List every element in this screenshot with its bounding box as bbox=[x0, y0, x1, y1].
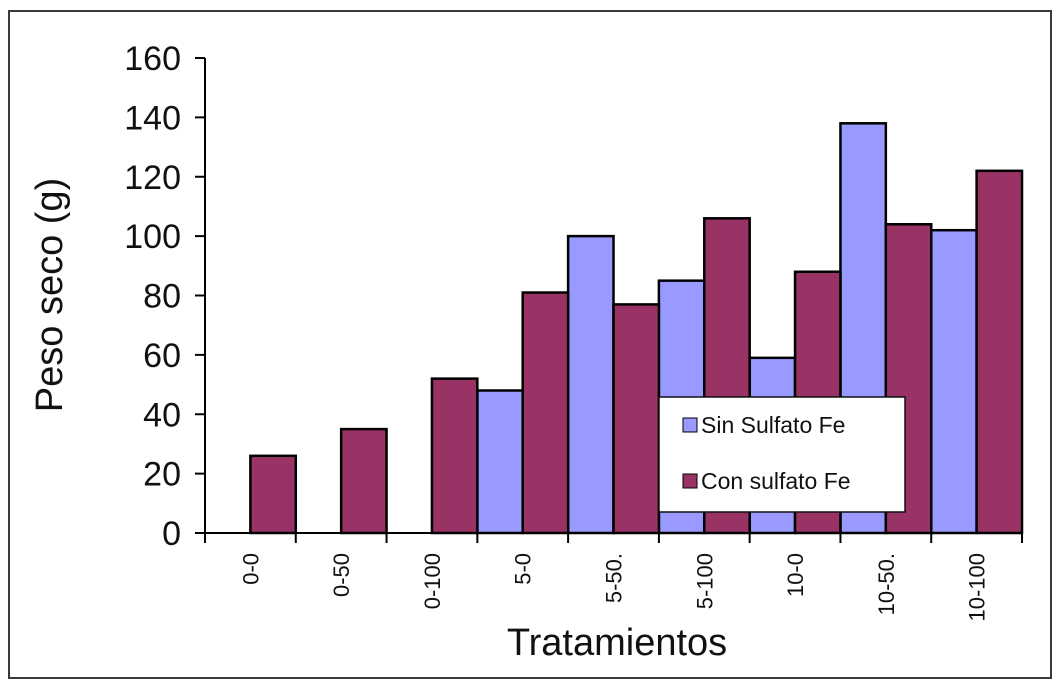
x-tick-label: 0-100 bbox=[420, 553, 445, 609]
bar-con-sulfato-3 bbox=[521, 291, 570, 535]
bar-con-sulfato-0 bbox=[249, 454, 298, 535]
legend: Sin Sulfato Fe Con sulfato Fe bbox=[658, 396, 906, 513]
y-tick-label: 140 bbox=[124, 99, 181, 137]
x-tick-label: 5-50. bbox=[602, 553, 627, 603]
x-axis-title: Tratamientos bbox=[507, 622, 727, 664]
bar-sin-sulfato-4 bbox=[566, 234, 615, 535]
x-tick-label: 5-100 bbox=[692, 553, 717, 609]
y-axis-title: Peso seco (g) bbox=[29, 178, 71, 412]
y-tick-label: 20 bbox=[143, 456, 181, 494]
bar-con-sulfato-1 bbox=[339, 427, 388, 535]
bars-group bbox=[249, 122, 1024, 535]
y-tick-label: 160 bbox=[124, 40, 181, 78]
x-tick-label: 0-50 bbox=[329, 553, 354, 597]
y-tick-label: 120 bbox=[124, 159, 181, 197]
bar-sin-sulfato-8 bbox=[929, 228, 978, 535]
x-ticks-group: 0-0 0-50 0-100 5-0 5-50. 5-100 10-0 10-50. 10-10… bbox=[204, 533, 1023, 622]
bar-con-sulfato-4 bbox=[612, 303, 661, 535]
x-tick-label: 10-100 bbox=[965, 553, 990, 622]
x-tick-label: 10-0 bbox=[783, 553, 808, 597]
y-tick-label: 100 bbox=[124, 218, 181, 256]
y-tick-label: 80 bbox=[143, 278, 181, 316]
bar-con-sulfato-2 bbox=[430, 377, 479, 535]
legend-swatch-sin-sulfato bbox=[682, 417, 698, 433]
bar-sin-sulfato-3 bbox=[476, 389, 524, 535]
x-tick-label: 0-0 bbox=[238, 553, 263, 585]
legend-box bbox=[658, 396, 906, 513]
y-tick-label: 60 bbox=[143, 337, 181, 375]
bar-con-sulfato-8 bbox=[975, 169, 1024, 535]
legend-label-sin-sulfato: Sin Sulfato Fe bbox=[701, 412, 845, 438]
y-tick-label: 0 bbox=[162, 515, 181, 553]
x-tick-label: 10-50. bbox=[874, 553, 899, 615]
y-tick-label: 40 bbox=[143, 396, 181, 434]
legend-swatch-con-sulfato bbox=[682, 473, 698, 489]
x-tick-label: 5-0 bbox=[511, 553, 536, 585]
y-ticks-group: 0 20 40 60 80 100 120 140 160 bbox=[124, 40, 205, 553]
legend-label-con-sulfato: Con sulfato Fe bbox=[701, 468, 851, 494]
